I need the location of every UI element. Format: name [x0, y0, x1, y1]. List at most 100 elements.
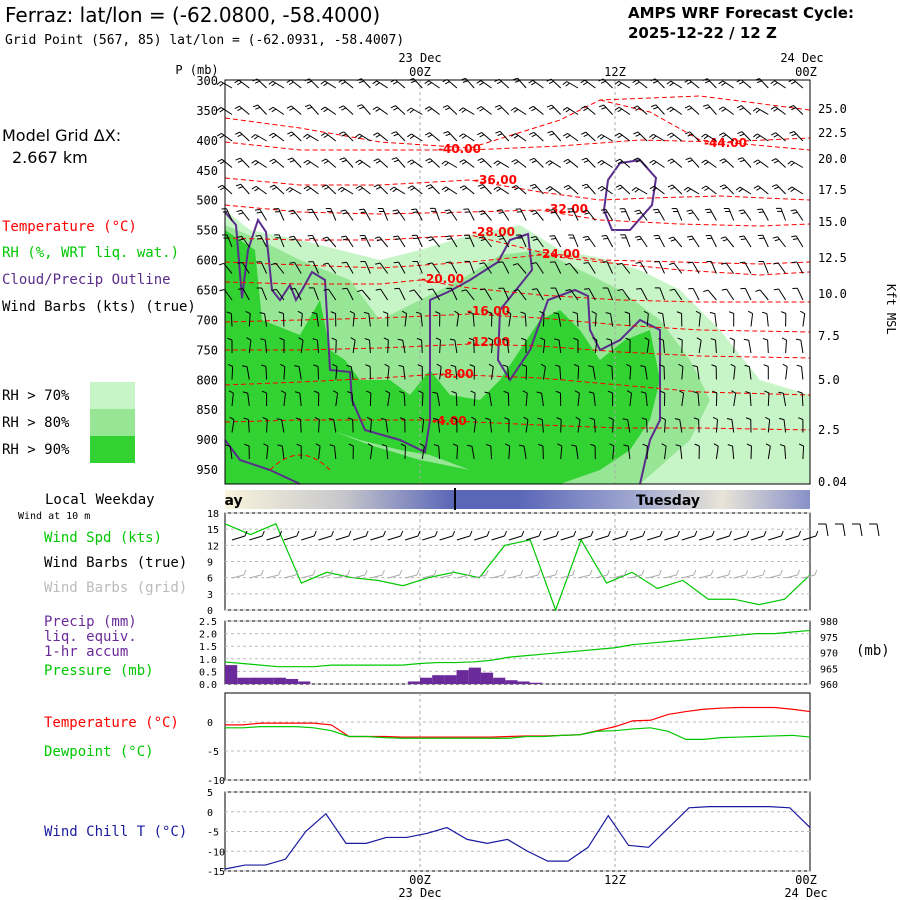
surface-wind-barb — [456, 530, 473, 541]
wind-barb — [502, 338, 510, 354]
wind-barb — [366, 390, 372, 407]
wind-barb — [729, 337, 735, 354]
wind-barb — [381, 444, 389, 460]
surface-wind-barb — [629, 530, 646, 541]
wind-barb — [234, 105, 250, 115]
wind-barb — [758, 260, 769, 274]
isotherm-label: -28.00 — [472, 225, 515, 239]
legend-cloud: Cloud/Precip Outline — [2, 272, 171, 288]
wind-barb — [580, 105, 596, 115]
grid-wind-barb — [301, 569, 316, 579]
wind-barb — [746, 443, 752, 460]
wind-barb — [256, 287, 268, 301]
wind-barb — [669, 288, 683, 301]
wind-barb — [287, 131, 302, 142]
wind-barb — [392, 209, 406, 221]
wind-barb — [315, 443, 321, 460]
wind-barb — [530, 235, 544, 248]
temperature-ytick: 0 — [207, 718, 213, 729]
grid-wind-barb — [595, 569, 610, 579]
wind-barb — [407, 185, 423, 195]
precip-bar — [285, 678, 299, 684]
height-tick: 5.0 — [818, 373, 840, 387]
cloud-outline — [224, 211, 661, 485]
wind-barb — [616, 262, 631, 274]
wind-barb — [640, 365, 648, 380]
wind-barb — [539, 311, 545, 327]
wind-barb — [478, 236, 492, 248]
wind-barb — [236, 209, 250, 221]
wind-barb — [417, 364, 423, 380]
wind-barb — [273, 208, 285, 221]
wind-barb — [365, 364, 371, 380]
pressure-line — [224, 629, 811, 668]
wind-barb — [487, 311, 493, 327]
wind-barb — [280, 390, 286, 407]
wind-ytick: 0 — [207, 606, 213, 617]
wind-barb — [620, 234, 631, 248]
wind-barb — [795, 338, 804, 354]
wind-barb — [632, 105, 648, 115]
bottom-time-tick: 12Z — [604, 873, 626, 887]
wind-barb — [592, 337, 598, 354]
wind-barb — [276, 418, 285, 433]
surface-wind-barb — [785, 530, 802, 541]
surface-wind-barb — [733, 530, 750, 541]
wind-barb — [429, 207, 441, 221]
precip-bar — [493, 677, 506, 684]
pressure-tick: 450 — [196, 164, 218, 178]
windchill-ytick: 5 — [207, 788, 213, 799]
legend-temperature: Temperature (°C) — [2, 219, 137, 235]
wind-barb — [502, 364, 510, 380]
wind-barb — [667, 158, 683, 168]
wind-barb — [458, 107, 475, 115]
surface-wind-barb — [647, 530, 663, 541]
wind-barb — [363, 311, 371, 327]
grid-wind-barb — [543, 569, 558, 579]
wind-barb — [727, 444, 735, 460]
legend-liq-equiv: liq. equiv. — [44, 629, 137, 645]
precip-bar — [517, 681, 530, 684]
wind-barb — [671, 208, 683, 221]
wind-barb — [497, 261, 510, 274]
height-tick: 22.5 — [818, 126, 847, 140]
wind-barb — [649, 185, 665, 195]
wind-barb — [407, 133, 423, 142]
wind-barb — [702, 104, 717, 115]
wind-barb — [234, 79, 250, 89]
wind-barb — [333, 390, 339, 407]
wind-barb — [709, 311, 717, 327]
wind-barb — [452, 417, 458, 433]
isotherm — [225, 343, 811, 359]
wind-barb — [546, 104, 562, 115]
wind-speed-panel-frame — [224, 512, 811, 611]
wind-barb — [229, 416, 235, 433]
grid-wind-barb — [283, 569, 299, 579]
pressure-tick: 650 — [196, 283, 218, 297]
wind-barb — [412, 260, 423, 274]
wind-barb — [506, 310, 512, 327]
wind-barb — [738, 209, 752, 221]
wind-barb — [519, 444, 527, 460]
wind-barb — [237, 288, 250, 301]
wind-barb — [419, 443, 425, 460]
wind-barb — [652, 208, 665, 221]
isotherm-label: -44.00 — [704, 136, 747, 150]
grid-wind-barb — [266, 569, 282, 579]
wind-barb — [685, 157, 700, 168]
wind-barb — [791, 261, 804, 274]
wind-barb — [364, 338, 371, 354]
wind-barb — [521, 337, 527, 354]
wind-barb — [516, 234, 527, 248]
pressure-tick: 900 — [196, 433, 218, 447]
wind-barb — [536, 391, 544, 407]
pressure-ytick: 960 — [820, 680, 838, 691]
wind-barb — [571, 444, 579, 460]
pressure-tick: 850 — [196, 403, 218, 417]
wind-barb — [712, 416, 719, 433]
wind-barb — [531, 262, 544, 274]
wind-barb — [279, 337, 285, 354]
top-date-label: 24 Dec — [780, 51, 823, 65]
wind-barb — [719, 184, 735, 195]
wind-barb — [683, 186, 700, 195]
